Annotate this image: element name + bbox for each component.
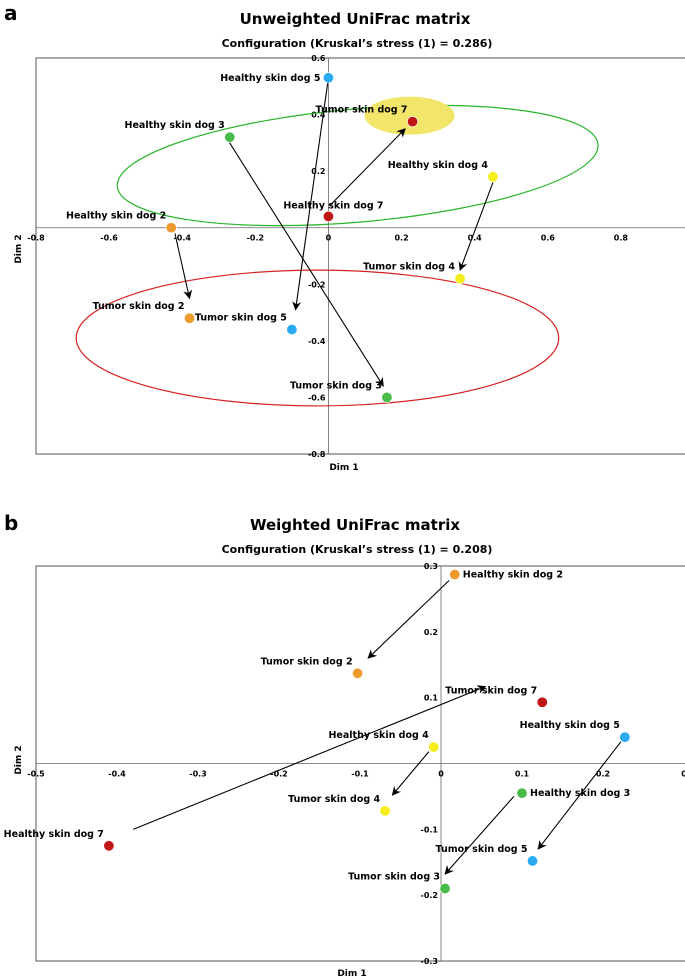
panel-b-point-label: Healthy skin dog 7 (4, 829, 104, 840)
panel-b-point (619, 731, 631, 743)
panel-b-point-label: Tumor skin dog 2 (261, 656, 353, 667)
panel-a-highlight-area (364, 96, 455, 135)
panel-b-point (103, 840, 115, 852)
panel-a-point (322, 72, 334, 84)
panel-b-y-tick-label: 0.1 (424, 694, 439, 703)
panel-a-y-tick-label: -0.6 (308, 393, 326, 402)
panel-a-arrow (174, 233, 193, 300)
panel-b-point (439, 883, 451, 895)
panel-b-x-tick-label: -0.1 (351, 770, 369, 779)
panel-a-y-tick-label: 0.6 (311, 54, 326, 63)
panel-b-point (428, 741, 440, 753)
panel-a-point (381, 391, 393, 403)
panel-b-y-tick-label: 0.3 (424, 562, 438, 571)
panel-b-subtitle: Configuration (Kruskal’s stress (1) = 0.… (222, 543, 493, 556)
panel-a-point (322, 210, 334, 222)
panel-b-point-label: Tumor skin dog 5 (436, 844, 528, 855)
panel-a-point-label: Tumor skin dog 3 (290, 380, 382, 391)
panel-a-arrow (329, 128, 406, 206)
panel-b-x-tick-label: 0.2 (596, 770, 610, 779)
panel-a-y-tick-label: 0.4 (311, 111, 326, 120)
panel-b-arrow (537, 741, 622, 850)
panel-b-plot: -0.5 -0.4 -0.3 -0.2 -0.1 0 0.1 0.2 0 0.3 0.2 0.1 -0.… (4, 562, 685, 966)
panel-b-point-label: Tumor skin dog 3 (348, 872, 440, 883)
panel-a-point-label: Tumor skin dog 7 (316, 105, 408, 116)
panel-b-x-tick-label: -0.5 (27, 770, 45, 779)
panel-b-point (516, 787, 528, 799)
panel-a-point-label: Tumor skin dog 4 (363, 262, 455, 273)
panel-b-point-label: Healthy skin dog 3 (530, 788, 630, 799)
panel-a-subtitle: Configuration (Kruskal’s stress (1) = 0.… (222, 37, 493, 50)
panel-a-x-tick-label: 0.8 (614, 234, 629, 243)
panel-a-point (487, 171, 499, 183)
panel-a-point (454, 273, 466, 285)
panel-a-point-label: Healthy skin dog 7 (283, 200, 383, 211)
panel-a-letter: a (4, 1, 18, 25)
panel-a-arrow (458, 182, 494, 271)
panel-a-y-tick-label: -0.4 (308, 337, 326, 346)
panel-a-point (286, 324, 298, 336)
panel-b-point (527, 855, 539, 867)
panel-b-point (536, 696, 548, 708)
panel-a-point (224, 131, 236, 143)
panel-b-letter: b (4, 511, 18, 535)
panel-a-point-label: Healthy skin dog 4 (388, 160, 489, 171)
panel-b-y-tick-label: -0.2 (421, 891, 439, 900)
panel-a-healthy-ellipse (116, 104, 599, 227)
panel-a-point-label: Healthy skin dog 2 (66, 211, 166, 222)
panel-b-point-label: Healthy skin dog 4 (328, 730, 429, 741)
panel-a-tumor-ellipse (75, 269, 560, 407)
panel-a-point-label: Healthy skin dog 5 (220, 73, 320, 84)
panel-b-x-tick-label: -0.4 (108, 770, 126, 779)
panel-b-arrow (367, 580, 450, 659)
panel-a-x-tick-label: 0.4 (468, 234, 483, 243)
panel-b-point-label: Healthy skin dog 5 (520, 720, 620, 731)
panel-b-arrow (132, 685, 487, 830)
panel-a-y-tick-label: 0.2 (311, 167, 325, 176)
panel-a-x-tick-label: 0 (326, 234, 332, 243)
panel-b-point-label: Tumor skin dog 4 (288, 794, 380, 805)
panel-b-point-label: Healthy skin dog 2 (463, 570, 563, 581)
panel-a-title: Unweighted UniFrac matrix (240, 10, 471, 28)
panel-b-point (379, 805, 391, 817)
panel-a-y-tick-label: -0.8 (308, 450, 326, 459)
panel-b-point (352, 667, 364, 679)
panel-b-y-tick-label: -0.3 (421, 957, 439, 966)
panel-a-ylabel: Dim 2 (14, 234, 24, 263)
panel-b-arrow (391, 751, 430, 796)
panel-b-x-tick-label: 0.1 (515, 770, 530, 779)
panel-a-arrow (225, 136, 384, 387)
panel-a-x-tick-label: -0.4 (173, 234, 191, 243)
panel-b-point (449, 569, 461, 581)
panel-a-frame (35, 57, 685, 455)
panel-a-point (165, 222, 177, 234)
panel-b-x-tick-label: 0 (438, 770, 444, 779)
panel-b-x-tick-label: -0.2 (270, 770, 288, 779)
panel-b-x-tick-label: 0 (681, 770, 685, 779)
panel-a-point (184, 312, 196, 324)
panel-b-ylabel: Dim 2 (14, 745, 24, 774)
panel-a-x-tick-label: 0.2 (394, 234, 408, 243)
panel-a-x-tick-label: 0.6 (541, 234, 556, 243)
panel-b-point-label: Tumor skin dog 7 (445, 685, 537, 696)
panel-a-arrow (292, 77, 329, 311)
panel-b-x-tick-label: -0.3 (189, 770, 207, 779)
panel-a-point-label: Tumor skin dog 2 (93, 301, 185, 312)
panel-a-point-label: Tumor skin dog 5 (195, 313, 287, 324)
panel-b-y-tick-label: -0.1 (421, 825, 439, 834)
panel-a-point-label: Healthy skin dog 3 (125, 120, 225, 131)
panel-a-x-tick-label: -0.8 (27, 234, 45, 243)
panel-b-y-tick-label: 0.2 (424, 628, 438, 637)
panel-a-x-tick-label: -0.2 (247, 234, 265, 243)
panel-a-y-tick-label: -0.2 (308, 280, 326, 289)
panel-a-x-tick-label: -0.6 (100, 234, 118, 243)
panel-a-xlabel: Dim 1 (329, 463, 358, 473)
panel-a-point (407, 116, 419, 128)
panel-b-xlabel: Dim 1 (337, 969, 366, 979)
panel-a-plot: -0.8 -0.6 -0.4 -0.2 0 0.2 0.4 0.6 0.8 0.6 0.4 0.2 -0… (27, 54, 685, 459)
panel-b-arrow (444, 796, 515, 875)
panel-b-title: Weighted UniFrac matrix (250, 516, 460, 534)
